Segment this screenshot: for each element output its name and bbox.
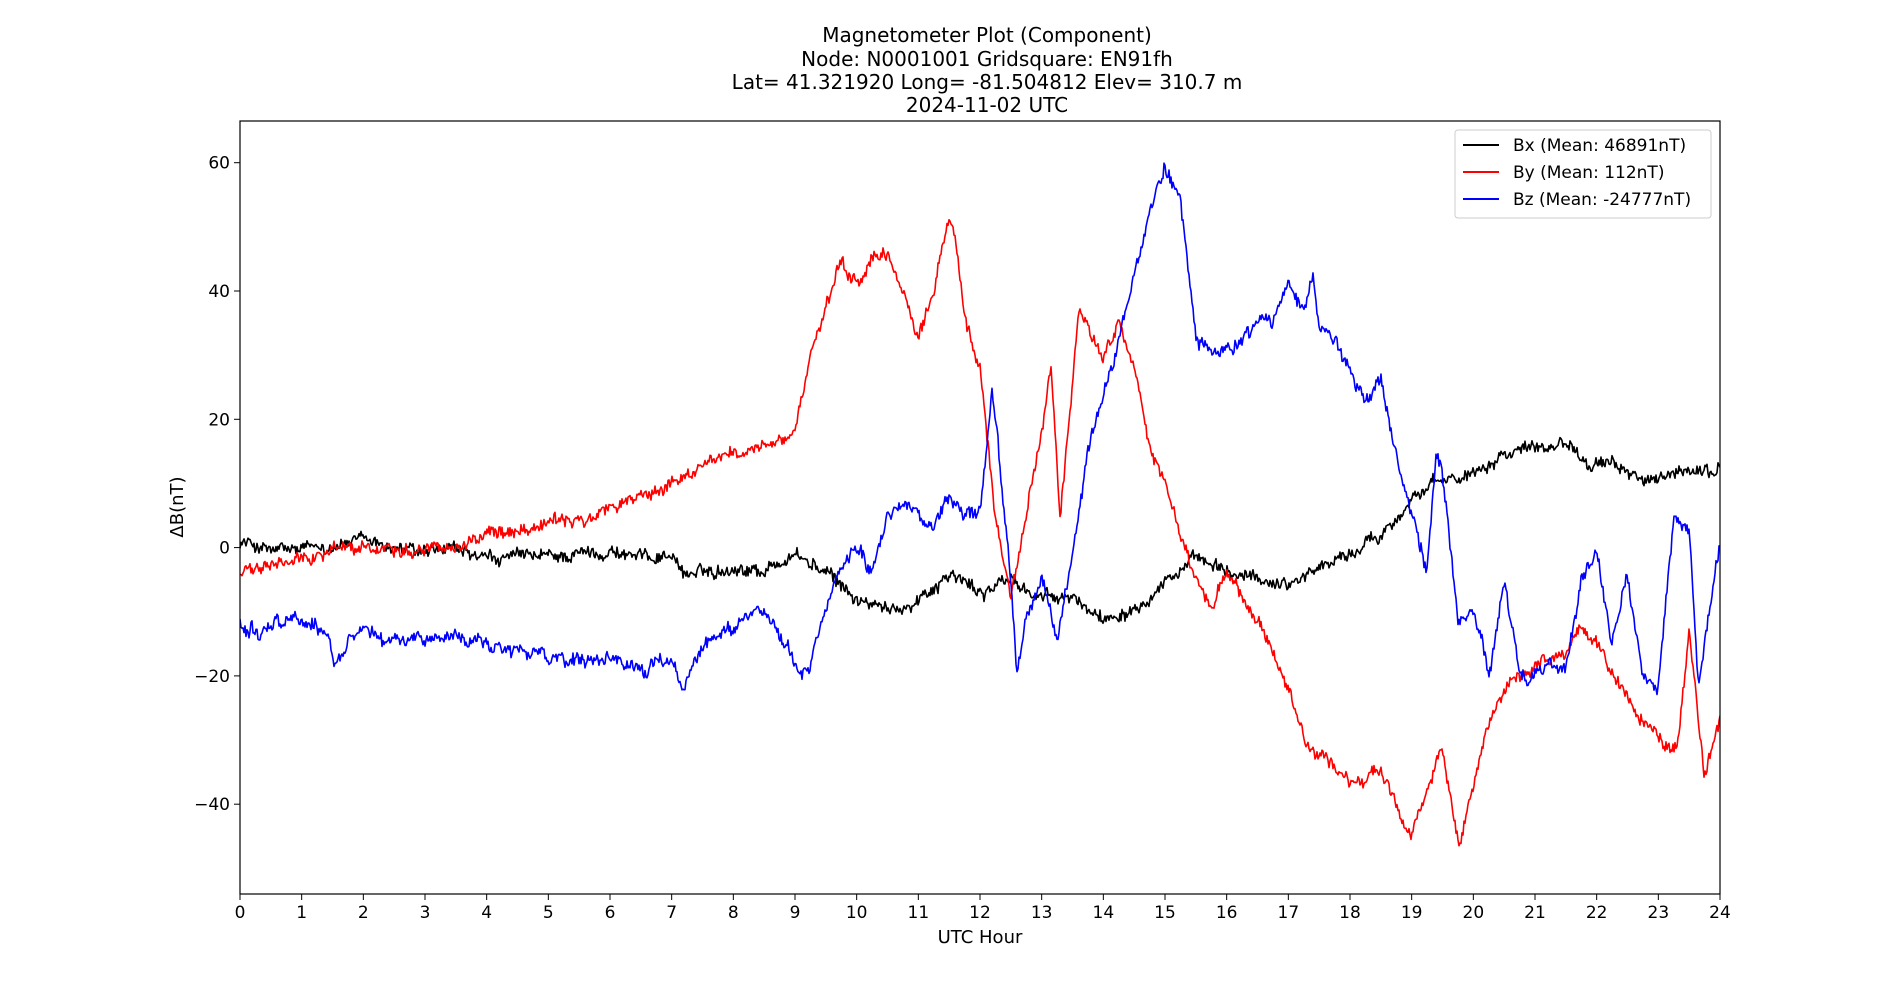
y-tick-label: 40 [208, 282, 230, 302]
x-tick-label: 5 [543, 903, 554, 923]
title-line-1: Magnetometer Plot (Component) [822, 23, 1152, 47]
y-tick-label: 0 [219, 539, 230, 559]
x-tick-label: 17 [1278, 903, 1300, 923]
x-tick-label: 6 [605, 903, 616, 923]
x-axis-ticks: 0 1 2 3 4 5 6 7 8 9 10 11 12 13 14 15 16 17 18 19 20 21 22 23 24 [235, 894, 1731, 923]
x-tick-label: 14 [1093, 903, 1115, 923]
series-bx-line [240, 436, 1720, 625]
y-tick-label: −40 [194, 795, 230, 815]
legend-box [1454, 129, 1712, 219]
x-tick-label: 18 [1339, 903, 1361, 923]
title-line-4: 2024-11-02 UTC [906, 93, 1068, 117]
x-tick-label: 7 [666, 903, 677, 923]
x-tick-label: 3 [420, 903, 431, 923]
y-tick-label: 60 [208, 154, 230, 174]
x-tick-label: 21 [1524, 903, 1546, 923]
x-tick-label: 1 [296, 903, 307, 923]
y-tick-label: −20 [194, 667, 230, 687]
x-tick-label: 22 [1586, 903, 1608, 923]
x-tick-label: 10 [846, 903, 868, 923]
legend-label-bx: Bx (Mean: 46891nT) [1513, 136, 1686, 156]
x-tick-label: 20 [1463, 903, 1485, 923]
x-tick-label: 23 [1648, 903, 1670, 923]
x-tick-label: 12 [969, 903, 991, 923]
legend-label-bz: Bz (Mean: -24777nT) [1513, 190, 1691, 210]
chart-title: Magnetometer Plot (Component) Node: N000… [732, 23, 1243, 117]
x-tick-label: 9 [790, 903, 801, 923]
x-tick-label: 13 [1031, 903, 1053, 923]
x-tick-label: 24 [1709, 903, 1731, 923]
x-tick-label: 0 [235, 903, 246, 923]
y-axis-label: ΔB(nT) [167, 476, 188, 537]
series-by-line [240, 219, 1720, 847]
x-tick-label: 16 [1216, 903, 1238, 923]
legend-label-by: By (Mean: 112nT) [1513, 163, 1664, 183]
x-axis-label: UTC Hour [938, 927, 1023, 948]
title-line-2: Node: N0001001 Gridsquare: EN91fh [801, 47, 1173, 71]
series-layer [240, 162, 1720, 847]
plot-frame [239, 120, 1721, 895]
y-tick-label: 20 [208, 410, 230, 430]
x-tick-label: 8 [728, 903, 739, 923]
legend: Bx (Mean: 46891nT) By (Mean: 112nT) Bz (… [1454, 129, 1712, 219]
x-tick-label: 19 [1401, 903, 1423, 923]
series-bz-line [240, 162, 1720, 696]
x-tick-label: 4 [481, 903, 492, 923]
x-tick-label: 2 [358, 903, 369, 923]
x-tick-label: 15 [1154, 903, 1176, 923]
x-tick-label: 11 [908, 903, 930, 923]
y-axis-ticks: −40 −20 0 20 40 60 [194, 154, 240, 815]
title-line-3: Lat= 41.321920 Long= -81.504812 Elev= 31… [732, 70, 1243, 94]
